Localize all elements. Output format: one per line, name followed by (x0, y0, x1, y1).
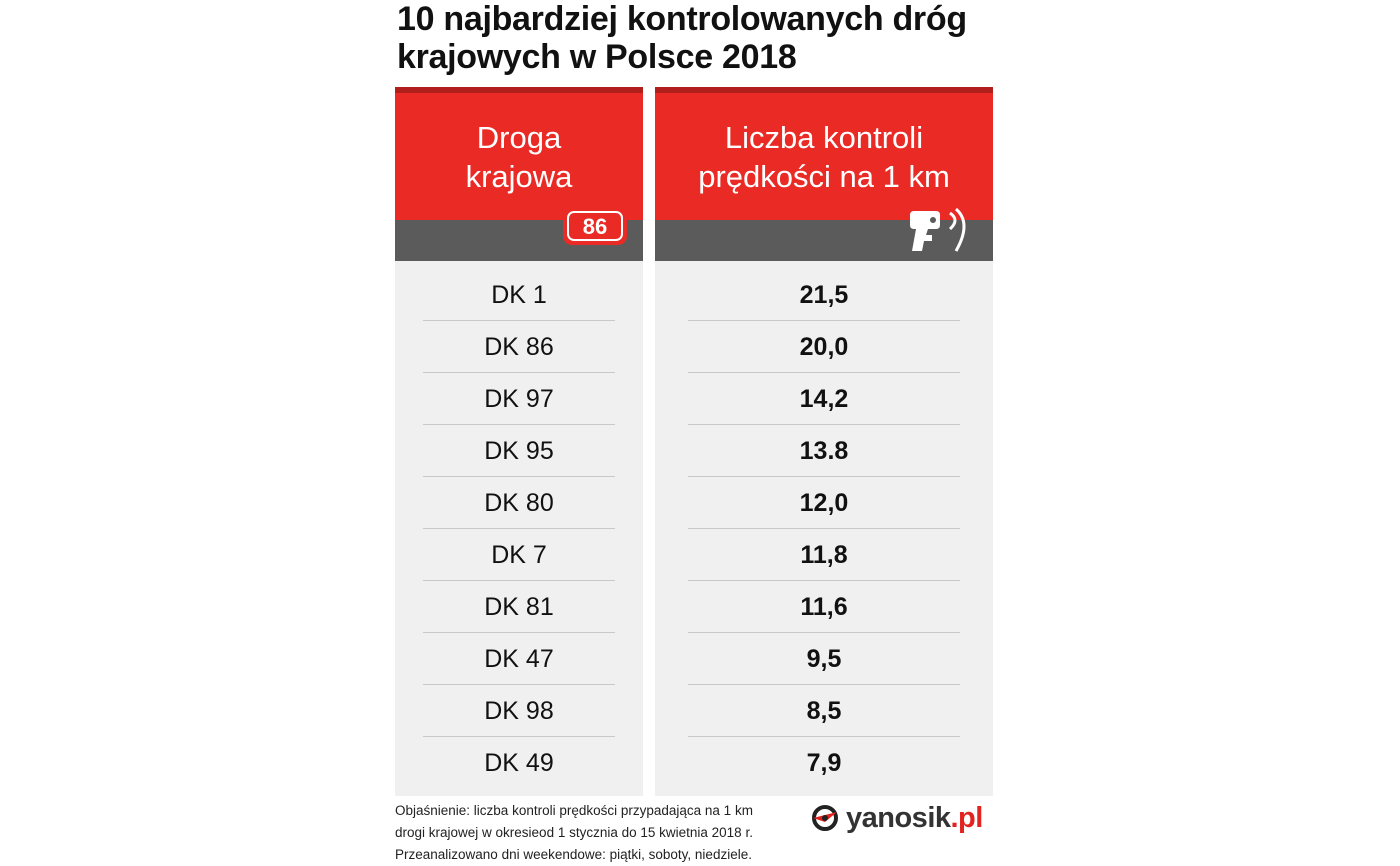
road-name: DK 47 (484, 644, 554, 673)
row-divider (423, 684, 615, 685)
checks-value: 13.8 (799, 436, 849, 465)
row-divider (423, 372, 615, 373)
road-name: DK 97 (484, 384, 554, 413)
checks-row: 13.8 (655, 425, 993, 477)
road-row: DK 81 (395, 581, 643, 633)
road-row: DK 49 (395, 737, 643, 789)
row-divider (423, 476, 615, 477)
logo-name: yanosik (846, 801, 951, 834)
checks-value: 9,5 (806, 644, 842, 673)
road-name: DK 7 (491, 540, 547, 569)
road-row: DK 86 (395, 321, 643, 373)
page-title: 10 najbardziej kontrolowanych dróg krajo… (397, 0, 1017, 76)
road-row: DK 98 (395, 685, 643, 737)
checks-row: 11,8 (655, 529, 993, 581)
road-name: DK 1 (491, 280, 547, 309)
checks-value: 21,5 (799, 280, 849, 309)
footnote-line-1: Objaśnienie: liczba kontroli prędkości p… (395, 803, 753, 818)
checks-column-header: Liczba kontroli prędkości na 1 km (655, 87, 993, 220)
road-row: DK 80 (395, 477, 643, 529)
checks-value: 20,0 (799, 332, 849, 361)
row-divider (423, 424, 615, 425)
speed-camera-icon (910, 207, 966, 252)
road-row: DK 7 (395, 529, 643, 581)
road-row: DK 95 (395, 425, 643, 477)
row-divider (423, 528, 615, 529)
checks-value: 8,5 (806, 696, 842, 725)
checks-row: 21,5 (655, 269, 993, 321)
checks-value: 11,8 (800, 540, 848, 569)
road-name: DK 98 (484, 696, 554, 725)
checks-header-line-1: Liczba kontroli (724, 120, 924, 155)
checks-row: 8,5 (655, 685, 993, 737)
checks-row: 11,6 (655, 581, 993, 633)
checks-row: 9,5 (655, 633, 993, 685)
road-row: DK 47 (395, 633, 643, 685)
row-divider (688, 476, 960, 477)
checks-row: 14,2 (655, 373, 993, 425)
checks-value: 12,0 (799, 488, 849, 517)
checks-list: 21,5 20,0 14,2 13.8 12,0 11,8 11,6 9,5 8,5 7,9 (655, 261, 993, 796)
checks-value: 11,6 (800, 592, 848, 621)
road-row: DK 1 (395, 269, 643, 321)
row-divider (688, 736, 960, 737)
checks-row: 20,0 (655, 321, 993, 373)
row-divider (688, 372, 960, 373)
road-column-header: Droga krajowa (395, 87, 643, 220)
title-line-2: krajowych w Polsce 2018 (397, 38, 797, 76)
footnote-line-2: drogi krajowej w okresieod 1 stycznia do… (395, 825, 753, 840)
road-header-line-2: krajowa (465, 159, 573, 194)
row-divider (423, 320, 615, 321)
row-divider (423, 632, 615, 633)
checks-header-line-2: prędkości na 1 km (698, 159, 950, 194)
road-sign-icon: 86 (563, 207, 627, 245)
road-header-line-1: Droga (476, 120, 562, 155)
row-divider (688, 580, 960, 581)
row-divider (688, 320, 960, 321)
row-divider (688, 424, 960, 425)
road-name: DK 81 (484, 592, 554, 621)
title-line-1: 10 najbardziej kontrolowanych dróg (397, 0, 967, 38)
checks-value: 14,2 (799, 384, 849, 413)
checks-column: Liczba kontroli prędkości na 1 km 21,5 20… (655, 87, 993, 796)
yanosik-logo-text: yanosik.pl (846, 802, 983, 835)
yanosik-logo: yanosik.pl (810, 800, 983, 836)
road-name: DK 49 (484, 748, 554, 777)
row-divider (688, 684, 960, 685)
footnote: Objaśnienie: liczba kontroli prędkości p… (395, 800, 815, 866)
logo-suffix: .pl (950, 801, 984, 834)
road-row: DK 97 (395, 373, 643, 425)
row-divider (423, 580, 615, 581)
row-divider (688, 632, 960, 633)
row-divider (688, 528, 960, 529)
row-divider (423, 736, 615, 737)
road-list: DK 1 DK 86 DK 97 DK 95 DK 80 DK 7 DK 81 DK 47 DK… (395, 261, 643, 796)
yanosik-logo-icon (812, 805, 838, 831)
checks-row: 12,0 (655, 477, 993, 529)
road-name: DK 95 (484, 436, 554, 465)
road-column: Droga krajowa DK 1 DK 86 DK 97 DK 95 DK 80 DK… (395, 87, 643, 796)
checks-value: 7,9 (806, 748, 842, 777)
checks-row: 7,9 (655, 737, 993, 789)
road-sign-number: 86 (567, 211, 623, 241)
road-name: DK 86 (484, 332, 554, 361)
road-name: DK 80 (484, 488, 554, 517)
footnote-line-3: Przeanalizowano dni weekendowe: piątki, … (395, 847, 752, 862)
